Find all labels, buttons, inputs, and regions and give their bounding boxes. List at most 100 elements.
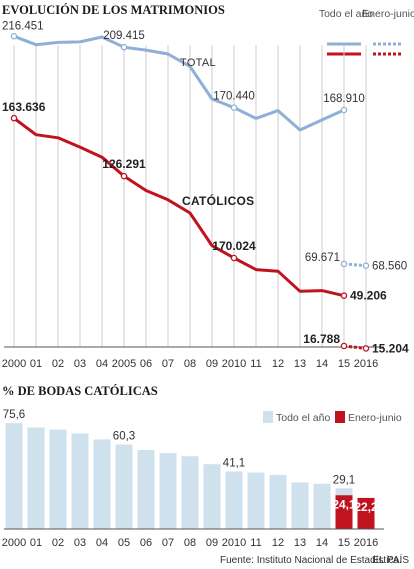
line-chart-gridlines — [13, 45, 367, 347]
x-tick-label: 2005 — [112, 358, 136, 370]
x-tick-label: 03 — [74, 537, 86, 549]
bar — [313, 483, 331, 529]
series-line — [343, 344, 367, 350]
source-note: Fuente: Instituto Nacional de Estadístic… — [220, 555, 402, 566]
x-tick-label: 02 — [52, 537, 64, 549]
data-label: 68.560 — [372, 261, 407, 273]
x-tick-label: 02 — [52, 358, 64, 370]
x-tick-label: 15 — [338, 537, 350, 549]
data-label: 170.440 — [213, 91, 255, 103]
x-tick-label: 2010 — [222, 537, 246, 549]
bar-value-label: 22,2 — [354, 500, 378, 514]
x-tick-label: 13 — [294, 537, 306, 549]
x-tick-label: 11 — [250, 358, 261, 370]
data-point — [340, 260, 348, 268]
x-tick-label: 01 — [30, 537, 42, 549]
legend-full-year-label: Todo el año — [276, 412, 330, 424]
series-line — [13, 34, 345, 132]
x-tick-label: 2000 — [2, 537, 26, 549]
x-tick-label: 03 — [74, 358, 86, 370]
data-point — [362, 345, 370, 352]
bar — [27, 427, 45, 529]
bar — [93, 439, 111, 529]
line-chart-value-labels: 216.451 209.415 170.440 168.910 163.636 126.2… — [2, 20, 409, 355]
bar — [203, 464, 221, 529]
bar-value-label: 60,3 — [113, 431, 135, 443]
data-label: 16.788 — [303, 332, 340, 346]
bar — [49, 429, 67, 529]
line-chart-series — [13, 34, 367, 350]
bar — [181, 456, 199, 529]
bar-chart-value-labels: 75,6 60,3 41,1 29,1 24,122,2 — [3, 409, 378, 514]
x-tick-label: 04 — [96, 537, 108, 549]
bar-chart-bars — [5, 423, 375, 529]
data-point — [340, 342, 348, 350]
x-tick-label: 07 — [162, 358, 174, 370]
x-tick-label: 09 — [206, 358, 218, 370]
x-tick-label: 08 — [184, 358, 196, 370]
data-point — [120, 172, 128, 180]
x-tick-label: 12 — [272, 537, 284, 549]
legend-jan-june-swatch — [335, 411, 345, 423]
data-point — [340, 292, 348, 299]
x-tick-label: 04 — [96, 358, 108, 370]
data-label: 168.910 — [323, 93, 365, 105]
bar — [357, 497, 375, 529]
x-tick-label: 15 — [338, 358, 350, 370]
data-label: 126.291 — [102, 157, 146, 171]
series-line — [13, 117, 345, 298]
legend-jan-june-label: Enero-junio — [348, 412, 402, 424]
bar-chart-legend: Todo el año Enero-junio — [263, 411, 402, 424]
x-tick-label: 06 — [140, 537, 152, 549]
data-label: 170.024 — [212, 239, 256, 253]
line-chart-title: EVOLUCIÓN DE LOS MATRIMONIOS — [2, 3, 225, 17]
data-label: 15.204 — [372, 341, 409, 355]
legend-full-year-label: Todo el año — [319, 8, 373, 20]
x-tick-label: 14 — [316, 537, 328, 549]
catholic-weddings-bar-chart: % DE BODAS CATÓLICAS Todo el año Enero-j… — [2, 384, 402, 549]
data-point — [10, 114, 18, 122]
x-tick-label: 12 — [272, 358, 284, 370]
x-tick-label: 2016 — [354, 537, 378, 549]
data-point — [230, 254, 238, 262]
bar — [225, 471, 243, 529]
x-tick-label: 2016 — [354, 358, 378, 370]
x-tick-label: 08 — [184, 537, 196, 549]
series-label-catolicos: CATÓLICOS — [182, 193, 254, 208]
data-label: 163.636 — [2, 100, 46, 114]
bar-chart-title: % DE BODAS CATÓLICAS — [2, 384, 158, 398]
x-tick-label: 2010 — [222, 358, 246, 370]
line-chart-points — [10, 33, 370, 352]
data-label: 209.415 — [103, 30, 145, 42]
x-tick-label: 06 — [140, 358, 152, 370]
bar — [137, 450, 155, 529]
data-point — [340, 106, 348, 114]
bar-value-label: 41,1 — [223, 457, 245, 469]
series-line — [343, 262, 367, 268]
bar — [335, 495, 353, 529]
x-tick-label: 2000 — [2, 358, 26, 370]
marriages-line-chart: EVOLUCIÓN DE LOS MATRIMONIOS Todo el año… — [2, 3, 414, 370]
data-point — [120, 43, 128, 51]
publisher-credit: EL PAÍS — [372, 553, 409, 566]
bar-chart-x-axis: 2000 01 02 03 04 05 06 07 08 09 2010 11 12 13 14 15 2016 — [2, 537, 378, 549]
x-tick-label: 07 — [162, 537, 174, 549]
legend-full-year-swatch — [263, 411, 273, 423]
bar-value-label: 75,6 — [3, 409, 25, 421]
x-tick-label: 13 — [294, 358, 306, 370]
data-label: 49.206 — [350, 289, 387, 303]
bar — [269, 474, 287, 529]
data-point — [230, 104, 238, 111]
series-label-total: TOTAL — [180, 57, 216, 69]
bar — [159, 453, 177, 529]
bar — [291, 482, 309, 529]
line-chart-x-axis: 2000 01 02 03 04 2005 06 07 08 09 2010 11 12 13 14 15 20… — [2, 358, 378, 370]
bar — [5, 423, 23, 529]
x-tick-label: 09 — [206, 537, 218, 549]
data-label: 69.671 — [305, 252, 340, 264]
x-tick-label: 01 — [30, 358, 42, 370]
data-point — [362, 262, 370, 269]
bar — [71, 433, 89, 529]
bar — [247, 472, 265, 529]
